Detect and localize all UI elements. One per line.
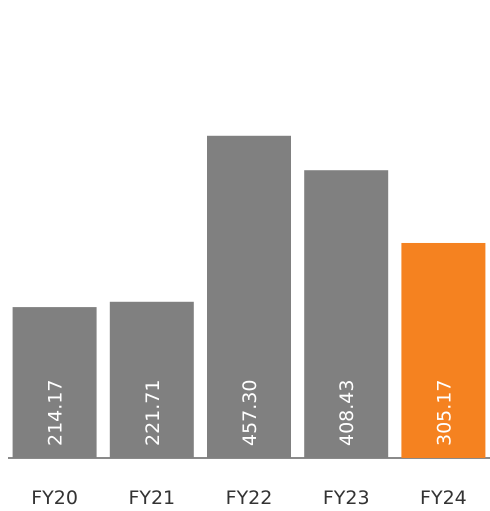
value-label: 408.43 <box>336 380 358 446</box>
x-tick-label: FY20 <box>31 487 78 509</box>
bar <box>207 135 291 458</box>
bar <box>12 307 97 458</box>
x-tick-label: FY21 <box>128 487 175 509</box>
bar <box>304 170 389 459</box>
value-label: 214.17 <box>45 380 67 446</box>
x-tick-label: FY24 <box>420 487 467 509</box>
x-tick-label: FY22 <box>226 487 273 509</box>
bar <box>401 242 486 458</box>
bar <box>109 301 194 458</box>
value-label: 221.71 <box>142 380 164 446</box>
value-label: 457.30 <box>239 380 261 446</box>
x-tick-label: FY23 <box>323 487 370 509</box>
value-label: 305.17 <box>433 380 455 446</box>
